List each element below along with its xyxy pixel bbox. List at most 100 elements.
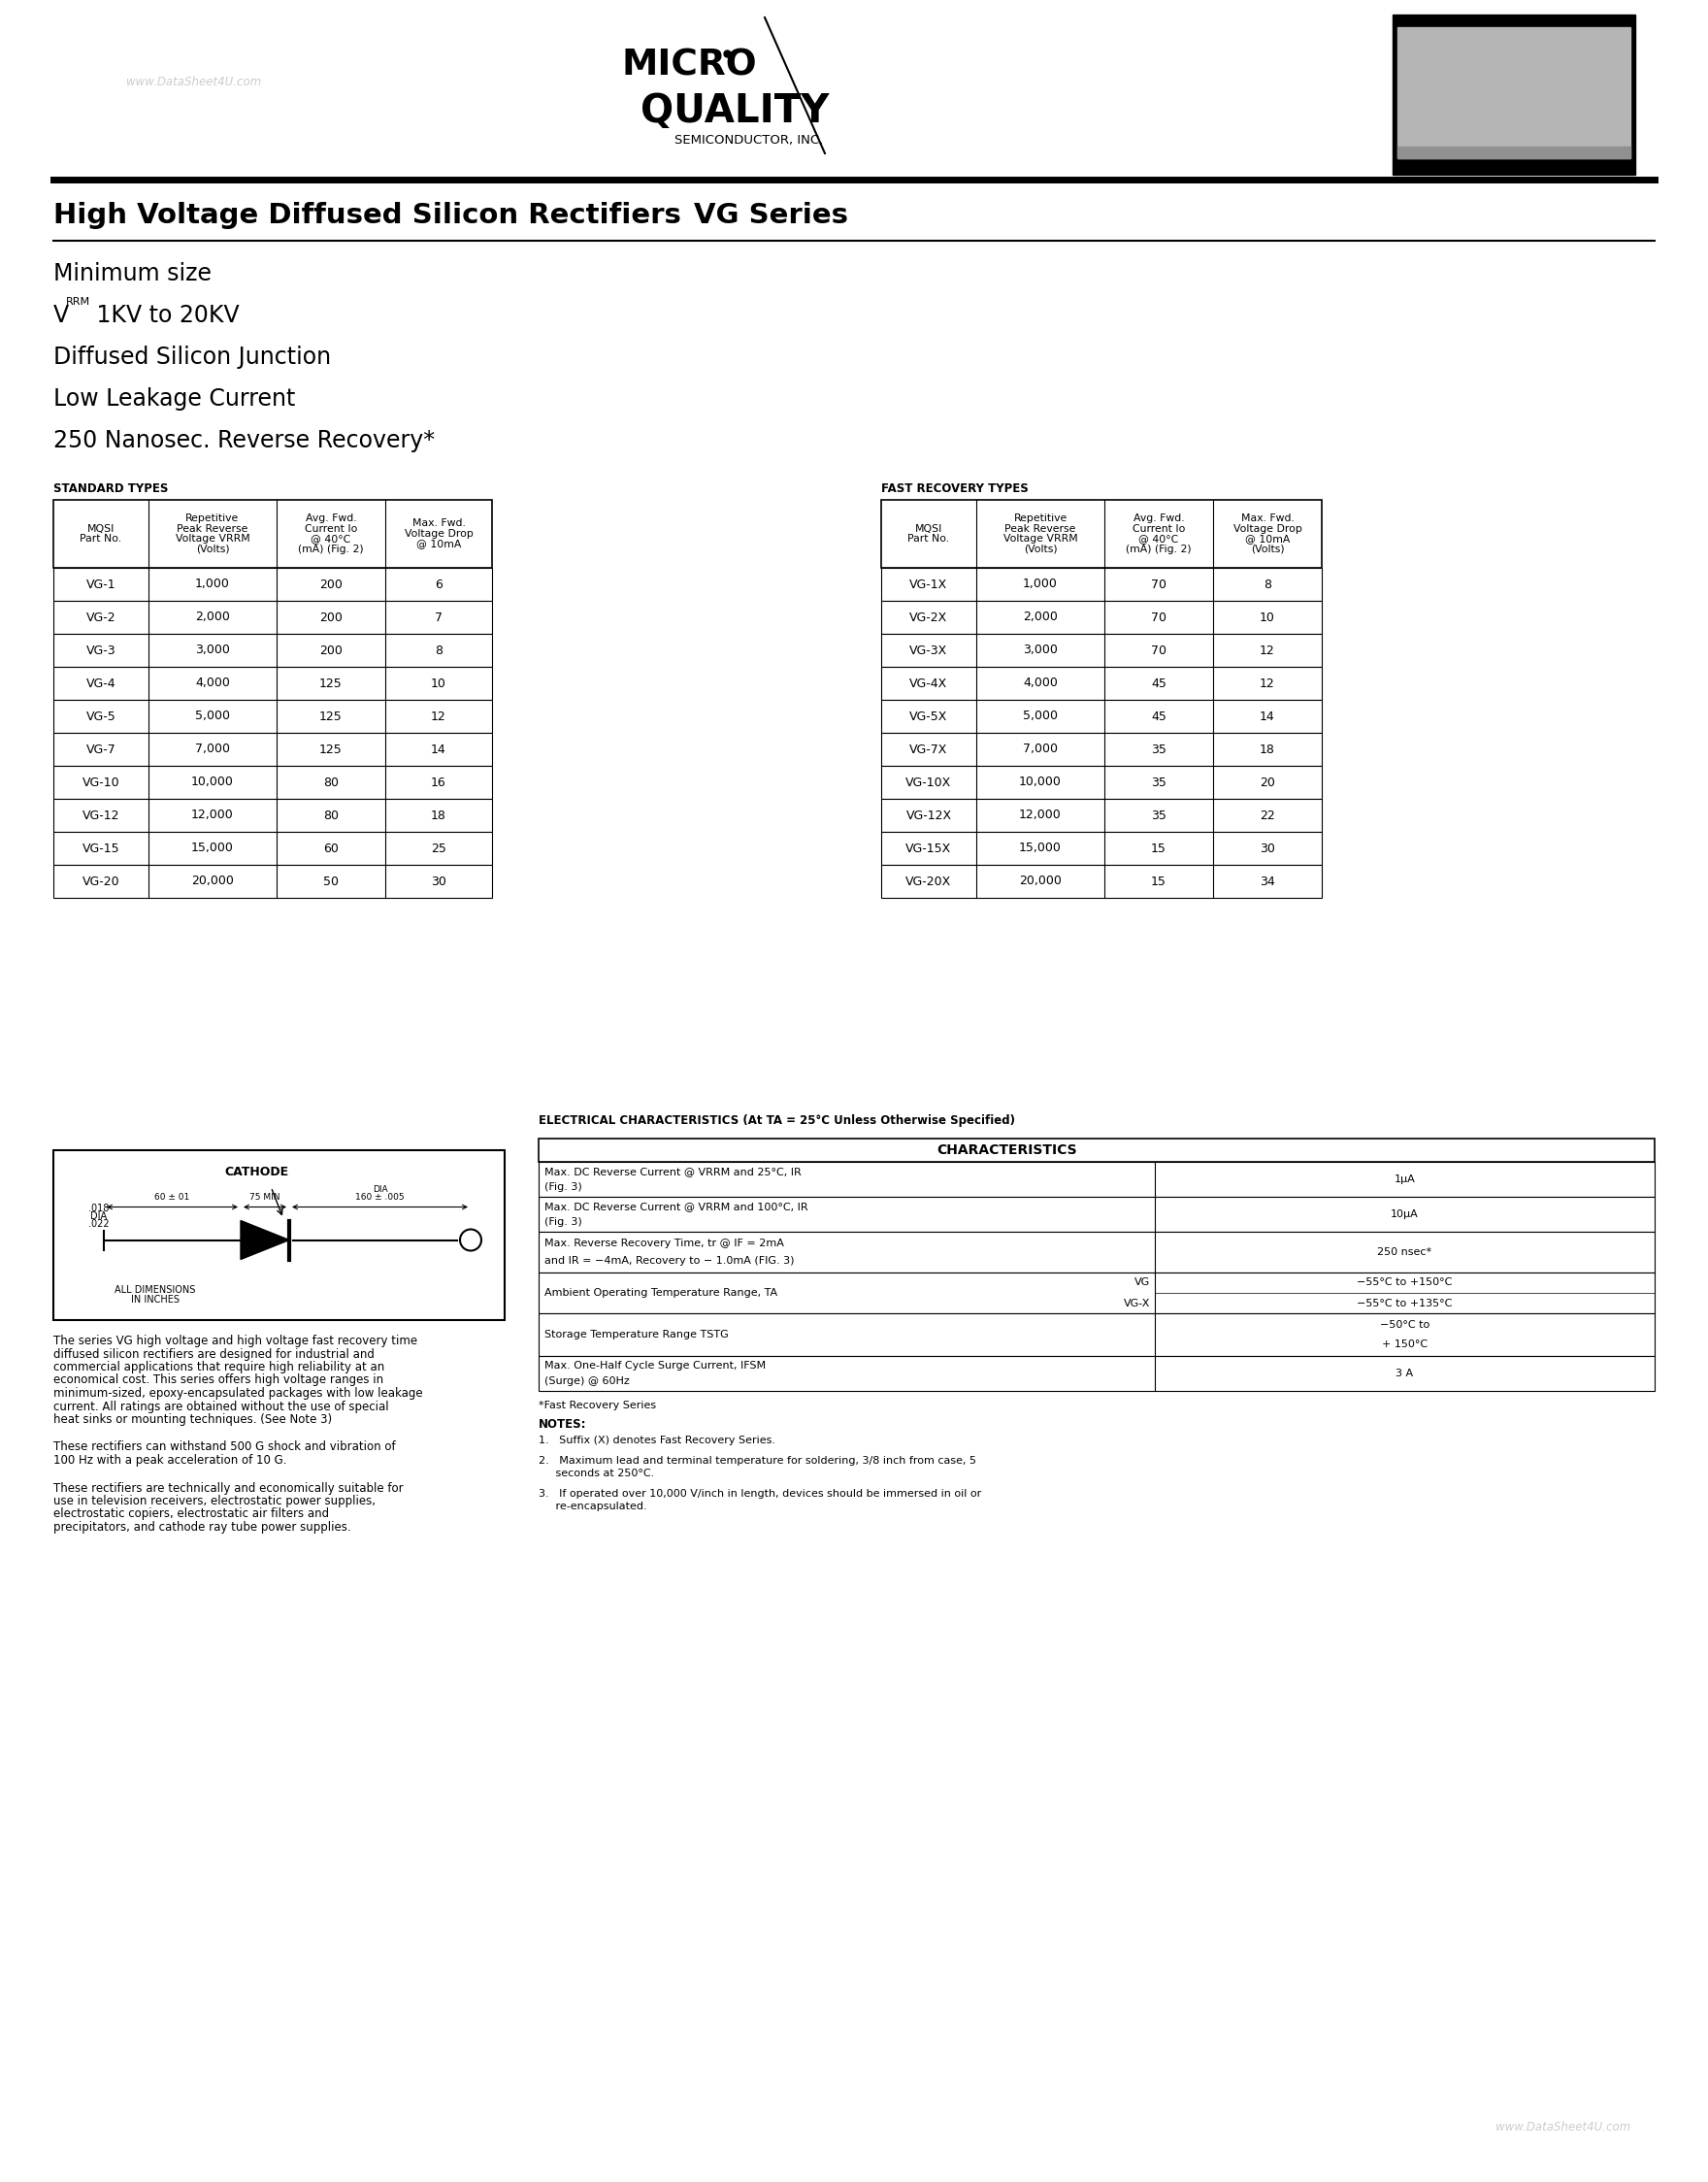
Text: heat sinks or mounting techniques. (See Note 3): heat sinks or mounting techniques. (See … <box>53 1414 331 1425</box>
Text: 10: 10 <box>1261 611 1276 624</box>
Text: 20,000: 20,000 <box>191 875 234 888</box>
Text: 16: 16 <box>430 777 446 788</box>
Text: Repetitive: Repetitive <box>1013 513 1068 524</box>
Text: 14: 14 <box>430 744 446 755</box>
Text: VG: VG <box>1134 1279 1149 1287</box>
Text: www.DataSheet4U.com: www.DataSheet4U.com <box>126 76 261 89</box>
Text: 45: 45 <box>1151 709 1167 722</box>
Text: RRM: RRM <box>67 297 91 308</box>
Text: MICRO: MICRO <box>622 48 757 83</box>
Text: re-encapsulated.: re-encapsulated. <box>538 1501 647 1512</box>
Text: 8: 8 <box>1264 578 1271 591</box>
Text: 70: 70 <box>1151 578 1167 591</box>
Text: CHARACTERISTICS: CHARACTERISTICS <box>938 1143 1078 1156</box>
Bar <box>538 1196 1655 1233</box>
Text: DIA: DIA <box>91 1211 108 1220</box>
Text: VG-12X: VG-12X <box>905 810 951 823</box>
Text: 12,000: 12,000 <box>191 810 234 823</box>
Text: 125: 125 <box>319 744 342 755</box>
Text: 20,000: 20,000 <box>1020 875 1062 888</box>
Text: Avg. Fwd.: Avg. Fwd. <box>306 513 357 524</box>
Bar <box>53 864 492 897</box>
Text: 15,000: 15,000 <box>191 842 234 855</box>
Text: VG-2X: VG-2X <box>910 611 948 624</box>
Bar <box>538 1139 1655 1161</box>
Bar <box>881 766 1322 799</box>
Text: 1μA: 1μA <box>1394 1174 1416 1185</box>
Text: 45: 45 <box>1151 676 1167 690</box>
Text: (Volts): (Volts) <box>1023 543 1057 554</box>
Text: Peak Reverse: Peak Reverse <box>1004 524 1076 535</box>
Text: @ 10mA: @ 10mA <box>1245 535 1290 543</box>
Bar <box>881 864 1322 897</box>
Text: VG-3: VG-3 <box>85 644 116 657</box>
Text: *Fast Recovery Series: *Fast Recovery Series <box>538 1401 656 1410</box>
Text: VG-20X: VG-20X <box>905 875 951 888</box>
Text: 10,000: 10,000 <box>191 777 234 788</box>
Text: 1.   Suffix (X) denotes Fast Recovery Series.: 1. Suffix (X) denotes Fast Recovery Seri… <box>538 1436 775 1444</box>
Text: www.DataSheet4U.com: www.DataSheet4U.com <box>1494 2121 1631 2134</box>
Text: 1,000: 1,000 <box>1023 578 1057 591</box>
Bar <box>53 567 492 600</box>
Text: −55°C to +135°C: −55°C to +135°C <box>1356 1298 1452 1307</box>
Text: 7,000: 7,000 <box>195 744 231 755</box>
Text: @ 40°C: @ 40°C <box>311 535 350 543</box>
Text: 18: 18 <box>430 810 446 823</box>
Text: Repetitive: Repetitive <box>186 513 239 524</box>
Text: 10: 10 <box>430 676 446 690</box>
Text: commercial applications that require high reliability at an: commercial applications that require hig… <box>53 1362 384 1372</box>
Text: Current Io: Current Io <box>1132 524 1185 535</box>
Text: 5,000: 5,000 <box>195 709 231 722</box>
Text: Minimum size: Minimum size <box>53 262 212 286</box>
Text: Ambient Operating Temperature Range, TA: Ambient Operating Temperature Range, TA <box>545 1287 777 1298</box>
Text: VG-15X: VG-15X <box>905 842 951 855</box>
Text: (Fig. 3): (Fig. 3) <box>545 1218 582 1226</box>
Text: 12,000: 12,000 <box>1020 810 1062 823</box>
Bar <box>53 799 492 831</box>
Text: current. All ratings are obtained without the use of special: current. All ratings are obtained withou… <box>53 1401 389 1412</box>
Text: (Volts): (Volts) <box>1250 543 1284 554</box>
Text: 30: 30 <box>1261 842 1276 855</box>
Text: 22: 22 <box>1261 810 1276 823</box>
Text: @ 10mA: @ 10mA <box>417 539 461 550</box>
Text: CATHODE: CATHODE <box>224 1165 289 1178</box>
Text: 125: 125 <box>319 676 342 690</box>
Text: 6: 6 <box>436 578 442 591</box>
Text: V: V <box>53 303 68 327</box>
Text: 15: 15 <box>1151 842 1167 855</box>
Bar <box>1397 26 1631 159</box>
Bar <box>538 1355 1655 1390</box>
Text: Voltage Drop: Voltage Drop <box>405 528 473 539</box>
Text: 250 nsec*: 250 nsec* <box>1377 1248 1431 1257</box>
Text: + 150°C: + 150°C <box>1382 1340 1428 1348</box>
Text: 200: 200 <box>319 611 343 624</box>
Text: 10,000: 10,000 <box>1020 777 1062 788</box>
Text: 1,000: 1,000 <box>195 578 231 591</box>
Text: FAST RECOVERY TYPES: FAST RECOVERY TYPES <box>881 482 1028 495</box>
Text: 250 Nanosec. Reverse Recovery*: 250 Nanosec. Reverse Recovery* <box>53 430 436 452</box>
Bar <box>1397 146 1631 159</box>
Bar <box>53 1150 504 1320</box>
Text: Storage Temperature Range TSTG: Storage Temperature Range TSTG <box>545 1329 729 1340</box>
Text: Diffused Silicon Junction: Diffused Silicon Junction <box>53 345 331 369</box>
Text: 75 MIN: 75 MIN <box>249 1194 280 1202</box>
Text: ALL DIMENSIONS: ALL DIMENSIONS <box>114 1285 196 1294</box>
Text: (Fig. 3): (Fig. 3) <box>545 1183 582 1191</box>
Text: VG-5: VG-5 <box>85 709 116 722</box>
Text: Peak Reverse: Peak Reverse <box>178 524 248 535</box>
Text: (Volts): (Volts) <box>196 543 229 554</box>
Text: Current Io: Current Io <box>304 524 357 535</box>
Text: 12: 12 <box>1261 644 1276 657</box>
Text: (mA) (Fig. 2): (mA) (Fig. 2) <box>299 543 364 554</box>
Text: 3,000: 3,000 <box>1023 644 1057 657</box>
Text: 200: 200 <box>319 644 343 657</box>
Bar <box>881 567 1322 600</box>
Text: Part No.: Part No. <box>80 535 121 543</box>
Text: ELECTRICAL CHARACTERISTICS (At TA = 25°C Unless Otherwise Specified): ELECTRICAL CHARACTERISTICS (At TA = 25°C… <box>538 1115 1015 1126</box>
Bar <box>538 1272 1655 1314</box>
Text: 50: 50 <box>323 875 338 888</box>
Text: MQSI: MQSI <box>87 524 114 535</box>
Text: 7,000: 7,000 <box>1023 744 1057 755</box>
Text: 3 A: 3 A <box>1395 1368 1414 1379</box>
Text: VG-1: VG-1 <box>85 578 116 591</box>
